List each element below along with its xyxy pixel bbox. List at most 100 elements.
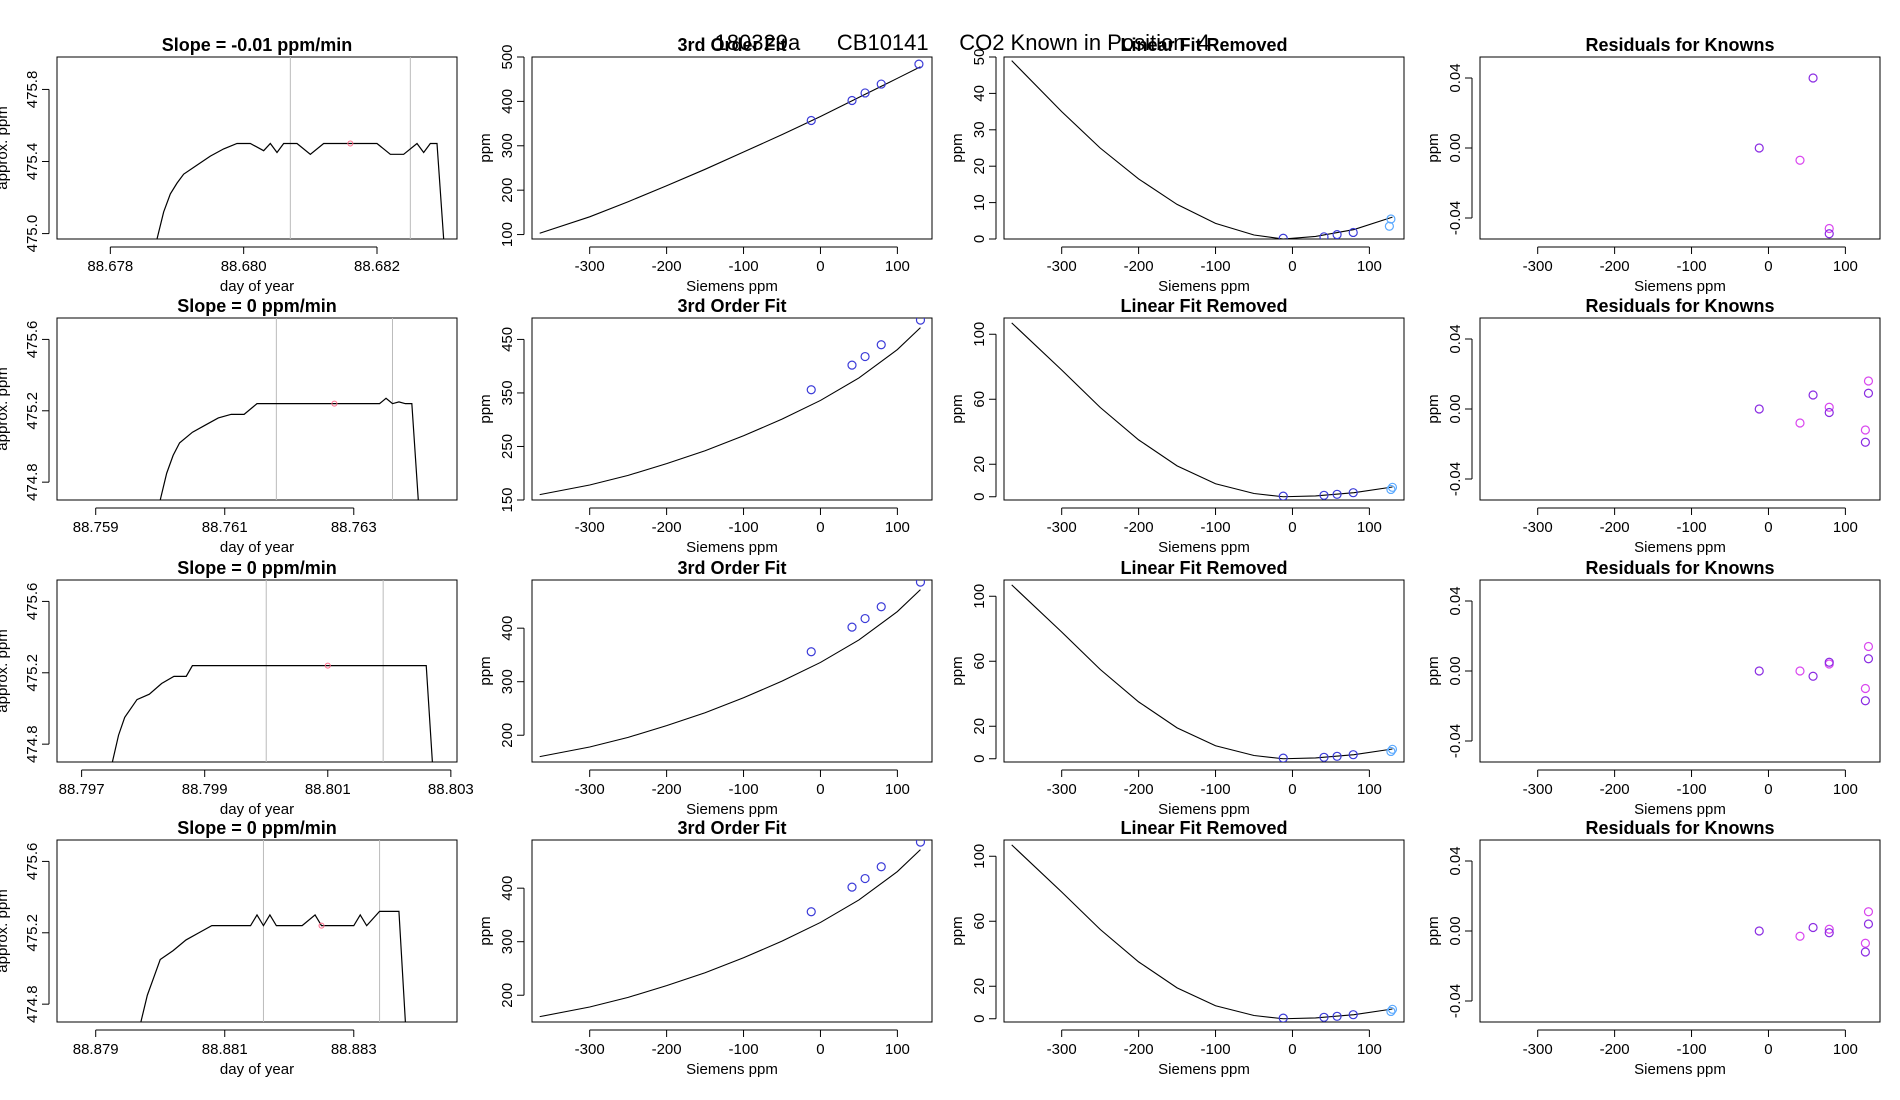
chart-fit-r2-point bbox=[876, 340, 886, 350]
chart-residuals-r1-point bbox=[1824, 229, 1834, 239]
chart-linear_removed-r2-x-tick-label: 100 bbox=[1357, 519, 1382, 536]
chart-residuals-r1-point bbox=[1795, 155, 1805, 165]
chart-fit-r4-plot-area bbox=[539, 840, 926, 1018]
chart-linear_removed-r3-point bbox=[1278, 753, 1288, 762]
chart-residuals-r2: Residuals for Knowns Siemens ppm ppm -300 -2… bbox=[1425, 296, 1881, 556]
chart-fit-r1-y-tick-label: 100 bbox=[499, 222, 516, 247]
chart-drift-r3-x-tick-label: 88.803 bbox=[428, 781, 474, 798]
chart-linear_removed-r4-point bbox=[1319, 1012, 1329, 1022]
chart-residuals-r3-point bbox=[1860, 696, 1870, 706]
chart-residuals-r1-point bbox=[1808, 73, 1818, 83]
chart-residuals-r1-x-tick-label: -100 bbox=[1677, 258, 1707, 275]
chart-linear_removed-r1-fit-curve bbox=[1011, 60, 1393, 239]
chart-linear_removed-r4-x-tick-label: -100 bbox=[1201, 1041, 1231, 1058]
chart-residuals-r4-point bbox=[1863, 919, 1874, 929]
chart-fit-r1-y-tick-label: 500 bbox=[499, 44, 516, 69]
chart-fit-r3-point bbox=[915, 580, 926, 587]
chart-linear_removed-r4-plot-area bbox=[1011, 844, 1398, 1022]
chart-linear_removed-r4-fit-curve bbox=[1011, 844, 1393, 1020]
chart-residuals-r4-plot-area bbox=[1754, 907, 1874, 957]
chart-fit-r3-x-tick-label: 0 bbox=[816, 781, 824, 798]
chart-linear_removed-r4-point bbox=[1386, 1006, 1396, 1017]
chart-drift-r4-x-tick-label: 88.879 bbox=[73, 1041, 119, 1058]
chart-fit-r3-point bbox=[876, 602, 886, 612]
chart-residuals-r2-point bbox=[1808, 390, 1818, 400]
chart-residuals-r4-ylabel: ppm bbox=[1425, 916, 1442, 945]
chart-linear_removed-r4-point bbox=[1332, 1011, 1342, 1021]
chart-linear_removed-r2-xlabel: Siemens ppm bbox=[1158, 539, 1250, 556]
run-id: 180329a bbox=[714, 30, 801, 55]
chart-residuals-r3-point bbox=[1795, 666, 1805, 676]
chart-residuals-r4-xlabel: Siemens ppm bbox=[1634, 1061, 1726, 1078]
chart-linear_removed-r3-point bbox=[1348, 750, 1358, 760]
chart-drift-r3-xlabel: day of year bbox=[220, 801, 294, 818]
chart-drift-r4-series-line bbox=[140, 910, 406, 1022]
chart-drift-r1-x-tick-label: 88.680 bbox=[221, 258, 267, 275]
chart-residuals-r1-frame bbox=[1479, 56, 1881, 240]
chart-linear_removed-r2-point bbox=[1348, 488, 1358, 498]
page-title: 180329a CB10141 CO2 Known in Position 4 bbox=[0, 4, 1900, 82]
chart-drift-r1-y-tick-label: 475.0 bbox=[24, 215, 41, 253]
chart-linear_removed-r4-point bbox=[1387, 1004, 1398, 1014]
chart-fit-r2-y-tick-label: 150 bbox=[499, 487, 516, 512]
chart-linear_removed-r1-y-tick-label: 10 bbox=[971, 194, 988, 211]
chart-fit-r3-point bbox=[806, 647, 816, 657]
chart-linear_removed-r2-plot-area bbox=[1011, 322, 1398, 500]
chart-residuals-r4-point bbox=[1808, 922, 1818, 933]
chart-drift-r4-y-tick-label: 475.2 bbox=[24, 914, 41, 952]
chart-residuals-r2-plot-area bbox=[1754, 376, 1874, 447]
chart-fit-r1-y-tick-label: 300 bbox=[499, 133, 516, 158]
chart-residuals-r4-x-tick-label: 0 bbox=[1764, 1041, 1772, 1058]
chart-fit-r3-x-tick-label: -300 bbox=[575, 781, 605, 798]
chart-linear_removed-r2-x-tick-label: -100 bbox=[1201, 519, 1231, 536]
chart-drift-r4-x-tick-label: 88.881 bbox=[202, 1041, 248, 1058]
chart-drift-r2-x-tick-label: 88.763 bbox=[331, 519, 377, 536]
chart-fit-r1-x-tick-label: -200 bbox=[652, 258, 682, 275]
chart-linear_removed-r2-x-tick-label: -300 bbox=[1047, 519, 1077, 536]
chart-fit-r1-y-tick-label: 200 bbox=[499, 178, 516, 203]
chart-linear_removed-r3-plot-area bbox=[1011, 584, 1398, 762]
chart-residuals-r3-point bbox=[1824, 657, 1834, 667]
chart-fit-r1-x-tick-label: 100 bbox=[885, 258, 910, 275]
chart-fit-r4-ylabel: ppm bbox=[477, 916, 494, 945]
chart-fit-r3-y-tick-label: 300 bbox=[499, 669, 516, 694]
chart-linear_removed-r1-x-tick-label: -300 bbox=[1047, 258, 1077, 275]
chart-residuals-r2-x-tick-label: -300 bbox=[1523, 519, 1553, 536]
chart-drift-r2: Slope = 0 ppm/min day of year approx. ppm 8… bbox=[0, 296, 458, 556]
chart-fit-r4-point bbox=[860, 873, 870, 884]
chart-linear_removed-r3-x-tick-label: 0 bbox=[1288, 781, 1296, 798]
chart-drift-r1-ylabel: approx. ppm bbox=[0, 106, 11, 189]
chart-drift-r2-title: Slope = 0 ppm/min bbox=[177, 296, 337, 316]
chart-drift-r2-y-tick-label: 474.8 bbox=[24, 463, 41, 501]
chart-linear_removed-r2-y-tick-label: 0 bbox=[971, 493, 988, 501]
chart-residuals-r2-x-tick-label: 100 bbox=[1833, 519, 1858, 536]
chart-residuals-r3-plot-area bbox=[1754, 641, 1874, 706]
chart-residuals-r4-y-tick-label: 0.04 bbox=[1447, 846, 1464, 875]
chart-linear_removed-r4-y-tick-label: 100 bbox=[971, 844, 988, 869]
chart-fit-r3-frame bbox=[531, 579, 933, 763]
chart-linear_removed-r1-x-tick-label: 0 bbox=[1288, 258, 1296, 275]
chart-linear_removed-r3-y-tick-label: 0 bbox=[971, 755, 988, 763]
chart-drift-r1-title: Slope = -0.01 ppm/min bbox=[162, 35, 353, 55]
chart-linear_removed-r4-x-tick-label: 0 bbox=[1288, 1041, 1296, 1058]
chart-drift-r1-frame bbox=[56, 56, 458, 240]
chart-residuals-r4-x-tick-label: -200 bbox=[1600, 1041, 1630, 1058]
chart-residuals-r3-x-tick-label: -100 bbox=[1677, 781, 1707, 798]
chart-residuals-r3-title: Residuals for Knowns bbox=[1585, 558, 1774, 578]
chart-linear_removed-r3-y-tick-label: 100 bbox=[971, 584, 988, 609]
chart-linear_removed-r3-point bbox=[1387, 744, 1398, 754]
chart-residuals-r3-point bbox=[1863, 641, 1874, 652]
chart-fit-r4-y-tick-label: 300 bbox=[499, 929, 516, 954]
chart-drift-r2-x-tick-label: 88.759 bbox=[73, 519, 119, 536]
chart-residuals-r1-y-tick-label: 0.04 bbox=[1447, 63, 1464, 92]
chart-drift-r3-x-tick-label: 88.801 bbox=[305, 781, 351, 798]
chart-fit-r2-x-tick-label: -300 bbox=[575, 519, 605, 536]
chart-fit-r3-xlabel: Siemens ppm bbox=[686, 801, 778, 818]
chart-linear_removed-r2-x-tick-label: -200 bbox=[1124, 519, 1154, 536]
chart-residuals-r2-title: Residuals for Knowns bbox=[1585, 296, 1774, 316]
chart-drift-r2-series-line bbox=[159, 397, 419, 500]
chart-linear_removed-r2-ylabel: ppm bbox=[949, 394, 966, 423]
chart-residuals-r1: Residuals for Knowns Siemens ppm ppm -300 -2… bbox=[1425, 35, 1881, 295]
chart-linear_removed-r4-title: Linear Fit Removed bbox=[1120, 818, 1287, 838]
